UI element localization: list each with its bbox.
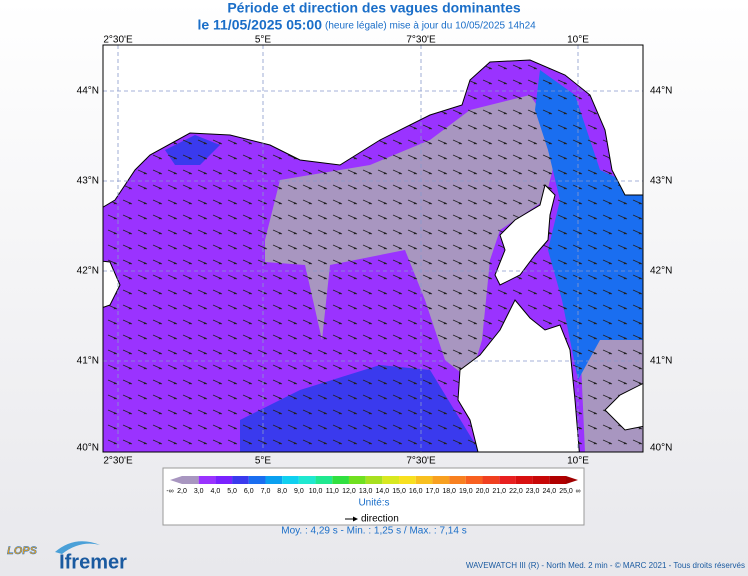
colorbar-cell [532,476,550,484]
colorbar-label: 6,0 [244,488,254,495]
colorbar-label: 7,0 [261,488,271,495]
colorbar-cell [248,476,266,484]
colorbar-cell [348,476,366,484]
lon-label: 10°E [567,456,589,467]
colorbar-cell [215,476,233,484]
colorbar-cell [265,476,283,484]
update-note: (heure légale) mise à jour du 10/05/2025… [325,21,536,32]
lat-label: 43°N [650,176,672,187]
corsica [494,184,556,286]
colorbar: 2,0 3,0 4,0 5,0 6,0 7,0 8,0 9,0 10,0 11,0 12,0 13,0… [166,476,581,495]
lat-label: 41°N [77,356,99,367]
colorbar-label: 13,0 [359,488,373,495]
colorbar-cell [182,476,199,484]
colorbar-label: 17,0 [426,488,440,495]
lat-label: 42°N [650,266,672,277]
colorbar-cell [365,476,383,484]
colorbar-cell [432,476,450,484]
direction-label: direction [361,514,399,525]
colorbar-label: 15,0 [392,488,406,495]
lon-label: 5°E [255,456,272,467]
stats: Moy. : 4,29 s - Min. : 1,25 s / Max. : 7… [281,526,466,537]
lat-label: 44°N [650,86,672,97]
spain [103,260,121,308]
lon-label: 7°30'E [406,35,436,46]
colorbar-cell [465,476,483,484]
map [103,45,643,452]
colorbar-cell [399,476,416,484]
tick-labels: 2°30'E 2°30'E 5°E 5°E 7°30'E 7°30'E 10°E 10°E 44… [77,35,673,467]
logo-wave [55,541,100,554]
map-frame [102,44,644,453]
lon-label: 2°30'E [103,456,133,467]
colorbar-label: 23,0 [526,488,540,495]
italy-south [604,382,643,431]
lon-label: 10°E [567,35,589,46]
colorbar-label: 22,0 [509,488,523,495]
land-north [103,45,643,208]
colorbar-cell [415,476,433,484]
colorbar-cell [549,476,566,484]
lat-label: 43°N [77,176,99,187]
lat-label: 44°N [77,86,99,97]
colorbar-label: 16,0 [409,488,423,495]
direction-arrowhead [353,516,358,522]
colorbar-label: 24,0 [542,488,556,495]
colorbar-label: 5,0 [227,488,237,495]
colorbar-low [170,476,182,484]
colorbar-low-label: -∞ [166,488,173,495]
colorbar-label: 9,0 [294,488,304,495]
colorbar-cell [515,476,533,484]
land [103,45,643,452]
colorbar-label: 20,0 [476,488,490,495]
colorbar-label: 8,0 [277,488,287,495]
colorbar-label: 3,0 [194,488,204,495]
colorbar-cell [282,476,299,484]
lat-label: 42°N [77,266,99,277]
colorbar-cell [332,476,349,484]
logo-ifremer: Ifremer [59,551,127,573]
lat-label: 40°N [77,443,99,454]
colorbar-cell [298,476,316,484]
sardinia [457,299,580,452]
colorbar-cell [382,476,400,484]
lon-label: 5°E [255,35,272,46]
colorbar-cell [315,476,333,484]
colorbar-label: 2,0 [177,488,187,495]
date: le 11/05/2025 05:00 [197,17,322,33]
colorbar-cell [482,476,500,484]
colorbar-label: 21,0 [492,488,506,495]
colorbar-label: 25,0 [559,488,573,495]
colorbar-cell [449,476,466,484]
colorbar-label: 11,0 [326,488,339,495]
lat-label: 40°N [650,443,672,454]
colorbar-label: 12,0 [342,488,356,495]
logo-lops: LOPS [7,545,38,557]
unit: Unité:s [358,498,389,509]
credit: WAVEWATCH III (R) - North Med. 2 min - ©… [466,561,745,570]
graticule [103,45,643,452]
colorbar-label: 18,0 [442,488,456,495]
colorbar-high-label: ∞ [576,488,581,495]
colorbar-high [566,476,578,484]
colorbar-label: 14,0 [376,488,390,495]
colorbar-cell [499,476,516,484]
lat-label: 41°N [650,356,672,367]
colorbar-cell [198,476,216,484]
title: Période et direction des vagues dominant… [227,0,521,16]
lon-label: 2°30'E [103,35,133,46]
lon-label: 7°30'E [406,456,436,467]
colorbar-label: 4,0 [211,488,221,495]
colorbar-label: 19,0 [459,488,473,495]
colorbar-label: 10,0 [309,488,323,495]
colorbar-cell [232,476,249,484]
